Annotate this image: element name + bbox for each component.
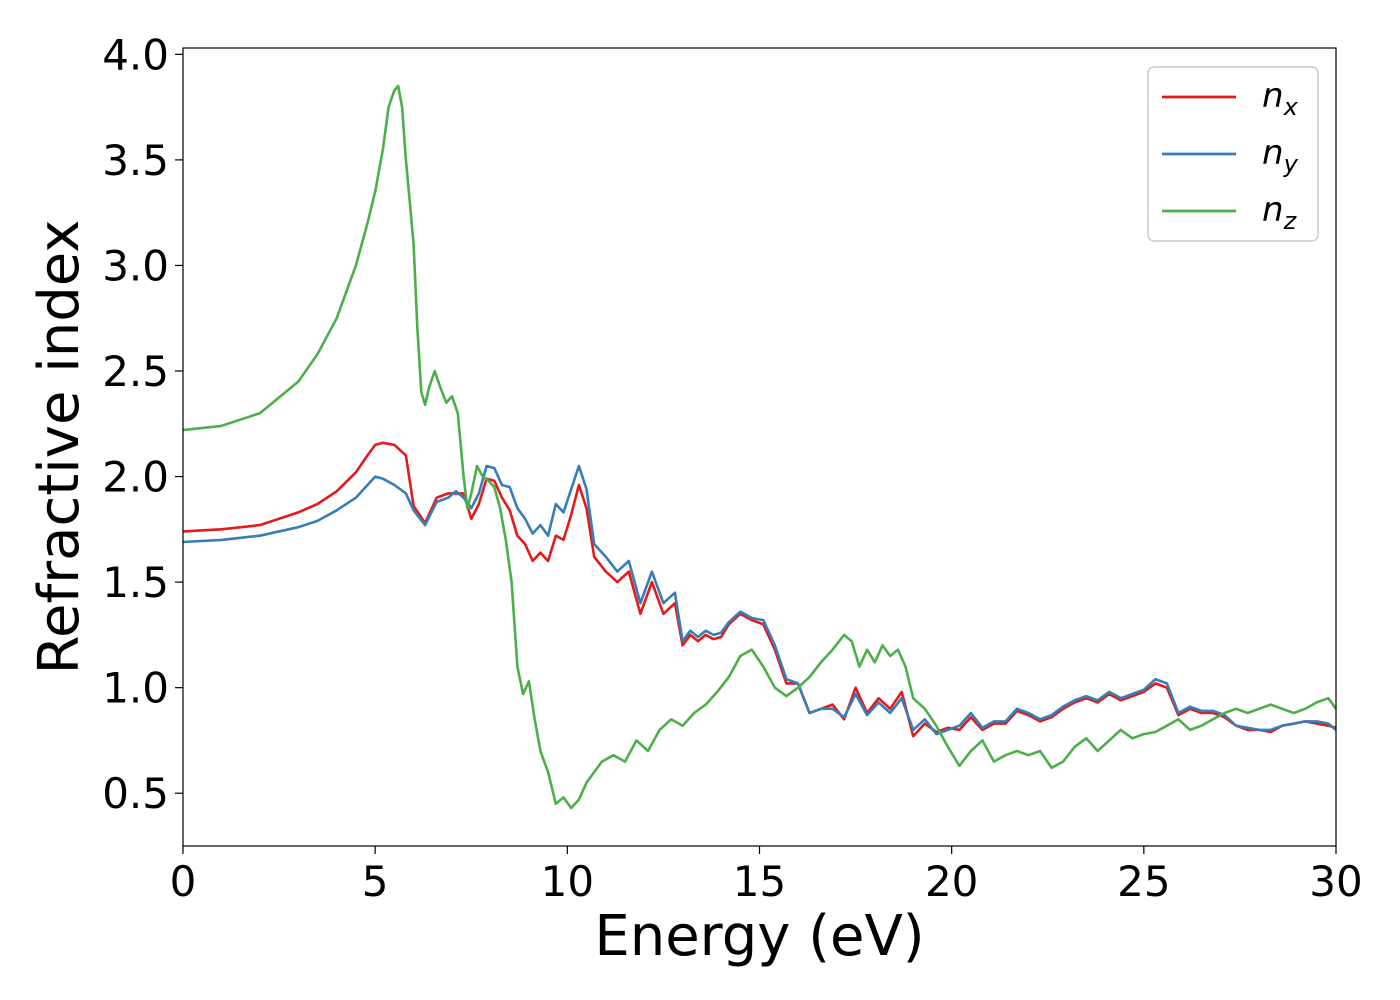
x-tick-label: 10 [541, 857, 594, 906]
x-tick-label: 15 [733, 857, 786, 906]
x-tick-label: 25 [1117, 857, 1170, 906]
series-line-z [182, 84, 1338, 810]
y-axis-ticks: 0.5 1.0 1.5 2.0 2.5 3.0 3.5 4.0 [102, 30, 183, 818]
y-axis-title: Refractive index [27, 220, 92, 675]
series-line-y [182, 464, 1337, 736]
legend-label-y: ny [1262, 133, 1299, 178]
x-axis-ticks: 0 5 10 15 20 25 30 [170, 846, 1363, 906]
y-tick-label: 1.0 [102, 664, 169, 713]
x-tick-label: 5 [362, 857, 389, 906]
x-tick-label: 0 [170, 857, 197, 906]
y-tick-label: 2.0 [102, 453, 169, 502]
y-tick-label: 0.5 [102, 769, 169, 818]
y-tick-label: 3.5 [102, 136, 169, 185]
legend: nx ny nz [1147, 66, 1319, 242]
series-line-x [182, 441, 1337, 738]
legend-label-z: nz [1262, 190, 1298, 235]
legend-label-x: nx [1262, 76, 1299, 121]
y-tick-label: 4.0 [102, 30, 169, 79]
x-tick-label: 20 [925, 857, 978, 906]
y-tick-label: 2.5 [102, 347, 169, 396]
y-tick-label: 1.5 [102, 558, 169, 607]
x-axis-title: Energy (eV) [594, 904, 924, 969]
y-tick-label: 3.0 [102, 241, 169, 290]
series-layer [182, 84, 1338, 810]
x-tick-label: 30 [1309, 857, 1362, 906]
